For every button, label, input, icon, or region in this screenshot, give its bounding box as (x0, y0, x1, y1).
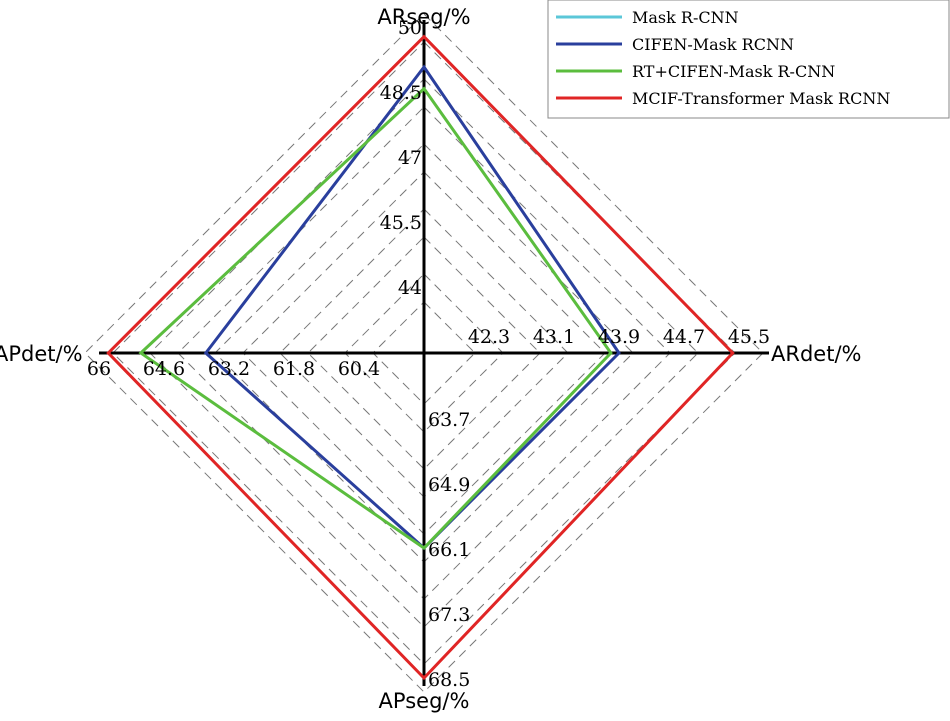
tick-label: 50 (398, 17, 422, 39)
grid-ring (307, 236, 541, 470)
tick-label: 64.6 (143, 358, 185, 380)
tick-labels: 44 45.5 47 48.5 50 42.3 43.1 43.9 44.7 45.5 63.7 64… (87, 17, 770, 691)
series-rt-cifen-mask-r-cnn (138, 86, 613, 550)
series-mcif-transformer-mask-rcnn (106, 34, 735, 681)
axis-title: APseg/% (379, 689, 470, 713)
series-polygons (106, 34, 735, 681)
tick-label: 61.8 (273, 358, 315, 380)
axis-title: ARseg/% (377, 5, 470, 29)
tick-label: 67.3 (428, 604, 470, 626)
tick-label: 66.1 (428, 539, 470, 561)
grid-ring (149, 78, 699, 628)
tick-label: 68.5 (428, 669, 470, 691)
tick-label: 66 (87, 358, 111, 380)
tick-label: 45.5 (728, 326, 770, 348)
tick-label: 63.7 (428, 409, 470, 431)
tick-label: 43.1 (533, 326, 575, 348)
axis-title: ARdet/% (771, 342, 861, 366)
series-cifen-mask-rcnn (203, 64, 621, 551)
legend-label: Mask R-CNN (632, 8, 739, 27)
tick-label: 45.5 (380, 212, 422, 234)
tick-label: 63.2 (208, 358, 250, 380)
legend-label: RT+CIFEN-Mask R-CNN (632, 62, 835, 81)
tick-label: 44 (398, 277, 422, 299)
tick-label: 64.9 (428, 474, 470, 496)
tick-label: 47 (398, 147, 422, 169)
legend-label: MCIF-Transformer Mask RCNN (632, 89, 890, 108)
tick-label: 60.4 (338, 358, 380, 380)
axes (99, 20, 769, 686)
tick-label: 44.7 (663, 326, 705, 348)
tick-label: 48.5 (380, 82, 422, 104)
axis-titles: ARseg/% ARdet/% APseg/% APdet/% (0, 5, 861, 713)
grid-ring (84, 13, 764, 693)
grid-ring (372, 301, 476, 405)
legend: Mask R-CNN CIFEN-Mask RCNN RT+CIFEN-Mask R… (547, 0, 950, 119)
tick-label: 43.9 (598, 326, 640, 348)
axis-title: APdet/% (0, 342, 83, 366)
legend-label: CIFEN-Mask RCNN (632, 35, 794, 54)
tick-label: 42.3 (468, 326, 510, 348)
